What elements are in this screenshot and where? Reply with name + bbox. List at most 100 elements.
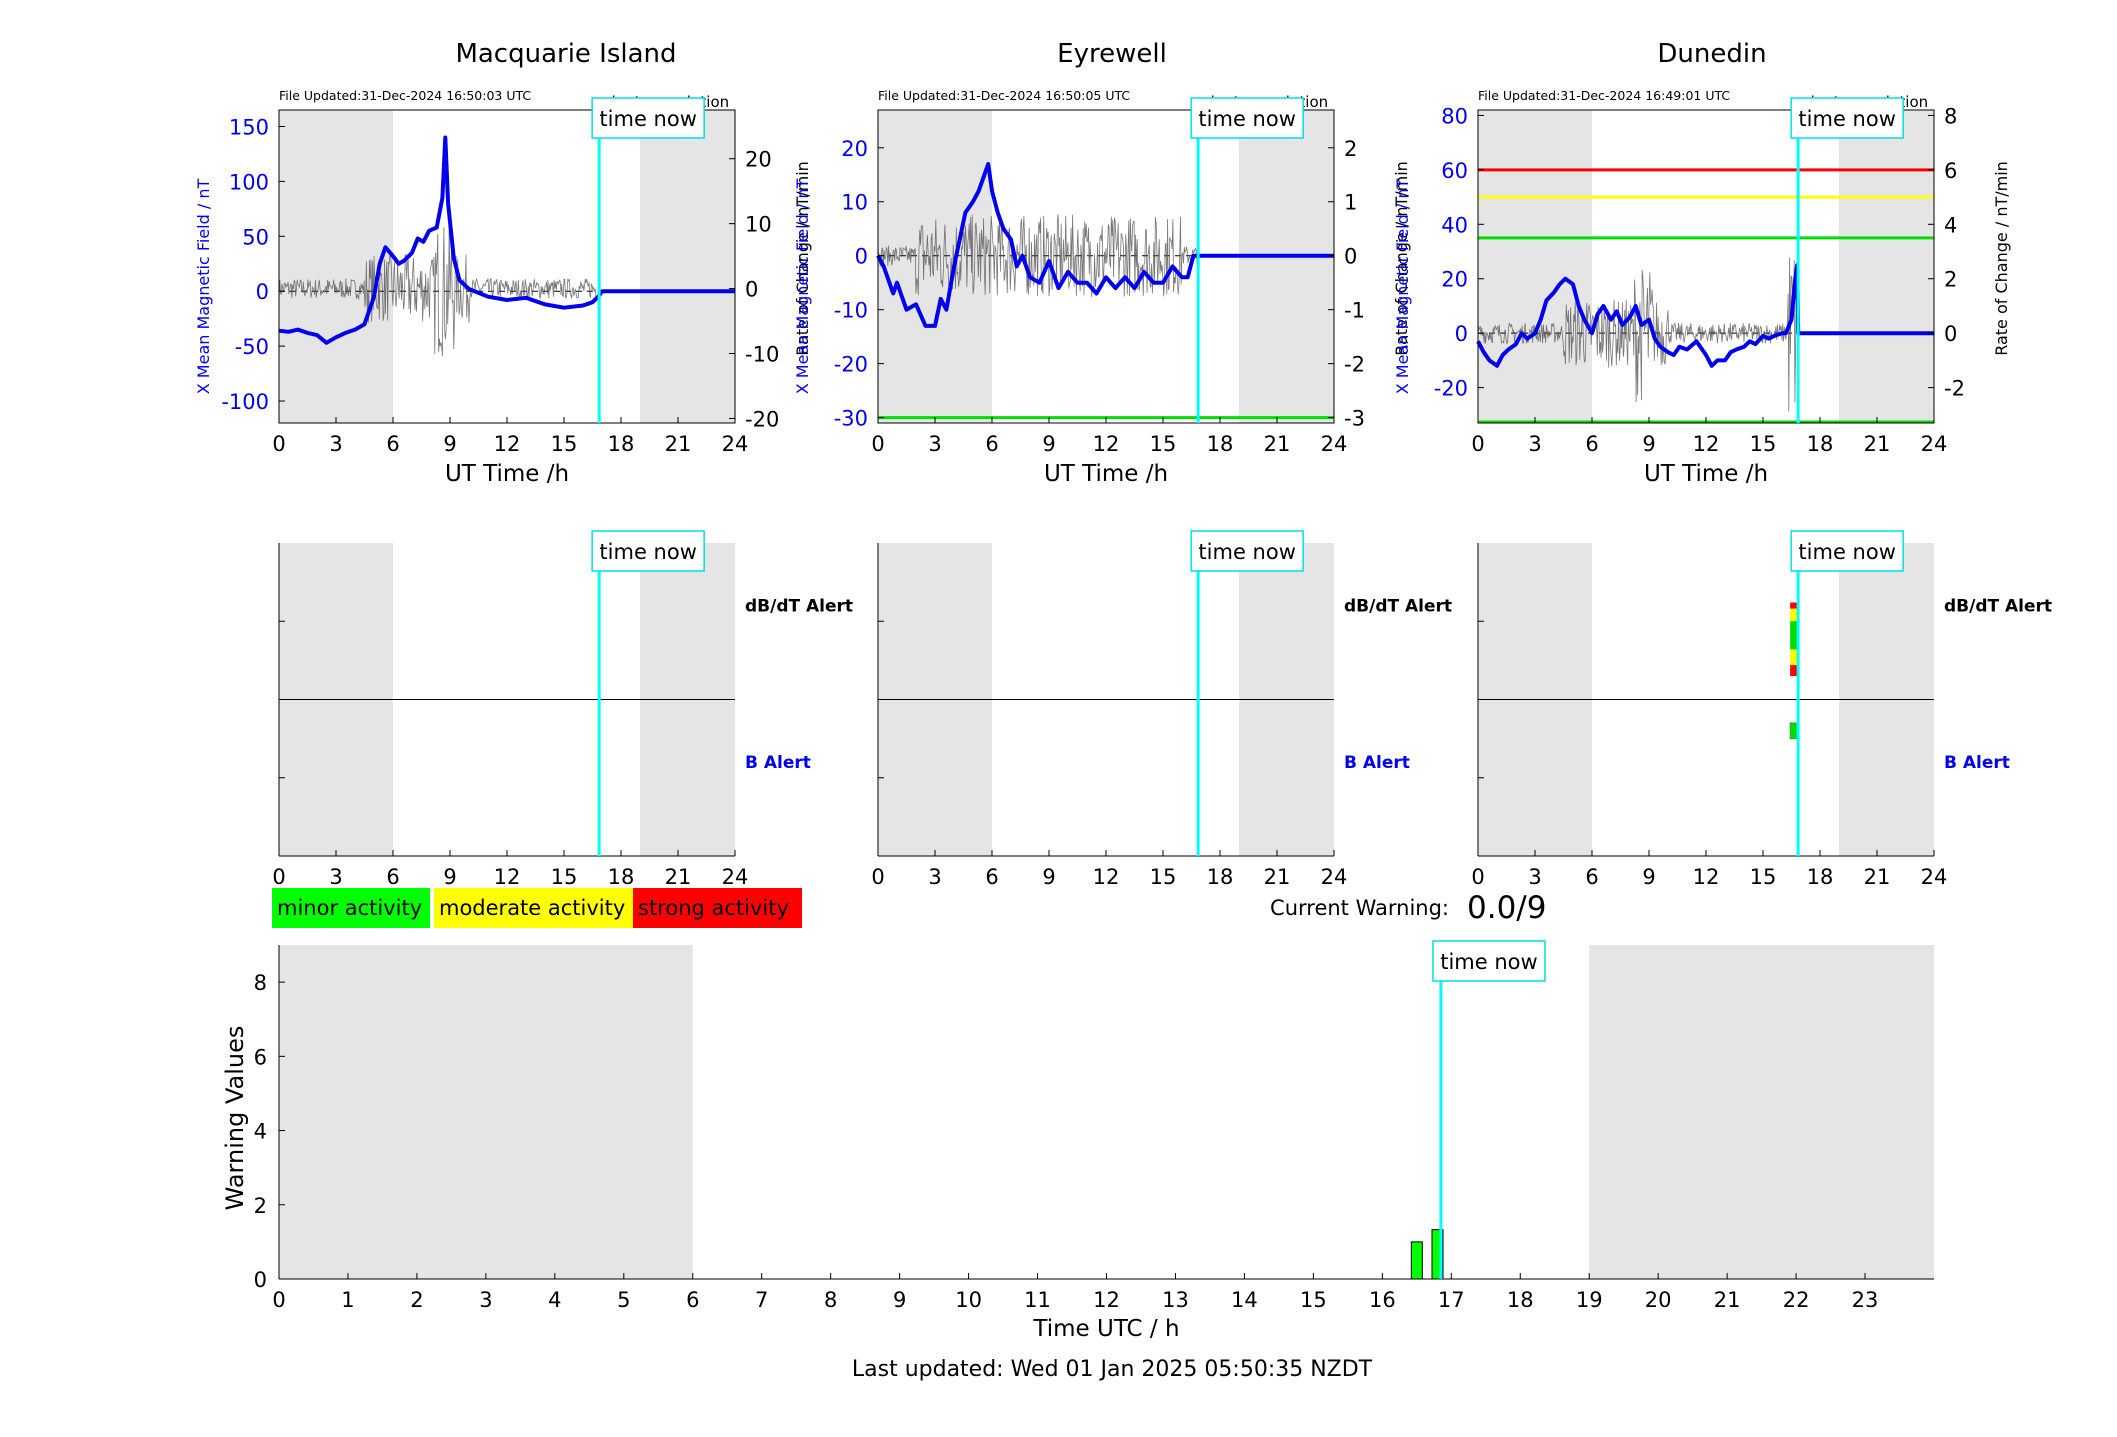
station-2-dbdt-alert-label: dB/dT Alert (1944, 597, 2052, 617)
current-warning-label: Current Warning: (1270, 896, 1449, 920)
legend-minor-label: minor activity (277, 896, 422, 920)
station-1-ytick-label-5: -30 (834, 407, 868, 431)
station-1-ytick-label-1: 10 (841, 191, 868, 215)
station-2-field-xtick-label-1: 3 (1528, 432, 1541, 456)
station-1-field-time-now-label: time now (1198, 107, 1295, 131)
station-2-xlabel: UT Time /h (1644, 461, 1768, 487)
station-2-field-xtick-label-6: 18 (1807, 432, 1834, 456)
station-1-y2tick-label-5: -3 (1344, 407, 1365, 431)
station-1-ytick-label-4: -20 (834, 353, 868, 377)
station-0-alert-time-now-label: time now (599, 540, 696, 564)
station-0-dbdt-alert-label: dB/dT Alert (745, 597, 853, 617)
station-0-xlabel: UT Time /h (445, 461, 569, 487)
station-2-file-updated: File Updated:31-Dec-2024 16:49:01 UTC (1478, 88, 1730, 103)
warning-xtick-label-17: 17 (1438, 1288, 1465, 1312)
station-0-rate-of-change-series (278, 220, 600, 357)
warning-xtick-label-14: 14 (1231, 1288, 1258, 1312)
warning-xtick-label-15: 15 (1300, 1288, 1327, 1312)
station-1-right-ylabel: Rate of Change / nT/min (1392, 161, 1411, 356)
warning-xtick-label-16: 16 (1369, 1288, 1396, 1312)
warning-xtick-label-18: 18 (1507, 1288, 1534, 1312)
station-1-y2tick-label-3: -1 (1344, 299, 1365, 323)
station-0-field-xtick-label-0: 0 (272, 432, 285, 456)
station-1-alert-xtick-label-1: 3 (928, 865, 941, 889)
station-1-alert-panel: time now 0 3 6 9 12 15 18 21 24 dB/dT Alert B Alert (871, 530, 1452, 889)
warning-night-shade-0 (279, 945, 693, 1279)
station-1-field-night-shade-1 (1239, 110, 1334, 423)
station-0-y2tick-label-4: -20 (745, 407, 779, 431)
warning-xtick-label-11: 11 (1024, 1288, 1051, 1312)
station-2-alert-xtick-label-8: 24 (1921, 865, 1948, 889)
station-0-alert-xtick-label-3: 9 (443, 865, 456, 889)
station-1-alert-time-now-box (1190, 530, 1304, 572)
station-0-ytick-label-2: 50 (242, 225, 269, 249)
station-2-ytick-label-0: 80 (1441, 104, 1468, 128)
station-1-ytick-label-0: 20 (841, 137, 868, 161)
warning-xtick-label-5: 5 (617, 1288, 630, 1312)
station-0-title: Macquarie Island (455, 39, 676, 69)
station-0-y2tick-label-1: 10 (745, 213, 772, 237)
legend-strong-label: strong activity (638, 896, 789, 920)
station-2-alert-xtick-label-2: 6 (1585, 865, 1598, 889)
station-0-field-xtick-label-2: 6 (386, 432, 399, 456)
activity-legend: minor activity moderate activity strong ac… (272, 888, 1546, 928)
station-1-b-alert-label: B Alert (1344, 753, 1410, 773)
station-1-field-xtick-label-3: 9 (1042, 432, 1055, 456)
station-1-left-ylabel: X Mean Magnetic Field / nT (793, 179, 812, 395)
station-0-field-xtick-label-3: 9 (443, 432, 456, 456)
warning-ytick-label-2: 4 (254, 1120, 267, 1144)
station-1: Eyrewell File Updated:31-Dec-2024 16:50:0… (793, 39, 1452, 889)
station-2-title: Dunedin (1657, 39, 1766, 69)
station-panels: Macquarie Island File Updated:31-Dec-2024… (194, 39, 2052, 889)
station-2-alert-segment-0 (1790, 602, 1800, 609)
station-1-field-xtick-label-5: 15 (1150, 432, 1177, 456)
station-0-alert-xtick-label-5: 15 (551, 865, 578, 889)
station-0-ytick-label-1: 100 (229, 170, 269, 194)
warning-xtick-label-7: 7 (755, 1288, 768, 1312)
warning-ytick-label-3: 6 (254, 1045, 267, 1069)
station-2-alert-xtick-label-5: 15 (1750, 865, 1777, 889)
station-2-field-xtick-label-3: 9 (1642, 432, 1655, 456)
station-0: Macquarie Island File Updated:31-Dec-2024… (194, 39, 853, 889)
station-1-field-xtick-label-8: 24 (1321, 432, 1348, 456)
station-1-field-xtick-label-4: 12 (1093, 432, 1120, 456)
station-2-y2tick-label-0: 8 (1944, 104, 1957, 128)
station-1-field-time-now-box (1190, 97, 1304, 139)
station-1-alert-xtick-label-4: 12 (1093, 865, 1120, 889)
warning-xtick-label-22: 22 (1783, 1288, 1810, 1312)
station-1-field-xtick-label-7: 21 (1264, 432, 1291, 456)
station-1-file-updated: File Updated:31-Dec-2024 16:50:05 UTC (878, 88, 1130, 103)
legend-strong-swatch (633, 888, 802, 928)
warning-ylabel: Warning Values (221, 1026, 249, 1211)
station-0-y2tick-label-3: -10 (745, 343, 779, 367)
station-0-ytick-label-0: 150 (229, 115, 269, 139)
station-1-ytick-label-2: 0 (855, 245, 868, 269)
station-1-alert-xtick-label-8: 24 (1321, 865, 1348, 889)
station-2-field-night-shade-0 (1478, 110, 1592, 423)
station-0-ytick-label-5: -100 (221, 390, 269, 414)
warning-xtick-label-9: 9 (893, 1288, 906, 1312)
station-2-alert-xtick-label-3: 9 (1642, 865, 1655, 889)
current-warning-value: 0.0/9 (1467, 890, 1546, 926)
station-2-ytick-label-1: 60 (1441, 159, 1468, 183)
station-2-b-alert-label: B Alert (1944, 753, 2010, 773)
station-1-y2tick-label-4: -2 (1344, 353, 1365, 377)
station-2-alert-time-now-box (1790, 530, 1904, 572)
warning-xtick-label-21: 21 (1714, 1288, 1741, 1312)
station-2-left-ylabel: X Mean Magnetic Field / nT (1393, 179, 1412, 395)
warning-xtick-label-8: 8 (824, 1288, 837, 1312)
warning-xtick-label-23: 23 (1852, 1288, 1879, 1312)
station-0-field-time-now-label: time now (599, 107, 696, 131)
station-0-file-updated: File Updated:31-Dec-2024 16:50:03 UTC (279, 88, 531, 103)
station-0-field-xtick-label-4: 12 (494, 432, 521, 456)
station-0-b-alert-label: B Alert (745, 753, 811, 773)
warning-xtick-label-13: 13 (1162, 1288, 1189, 1312)
station-0-y2tick-label-0: 20 (745, 148, 772, 172)
station-2-alert-xtick-label-1: 3 (1528, 865, 1541, 889)
station-0-alert-time-now-box (591, 530, 705, 572)
station-2-field-xtick-label-2: 6 (1585, 432, 1598, 456)
station-1-field-xtick-label-1: 3 (928, 432, 941, 456)
